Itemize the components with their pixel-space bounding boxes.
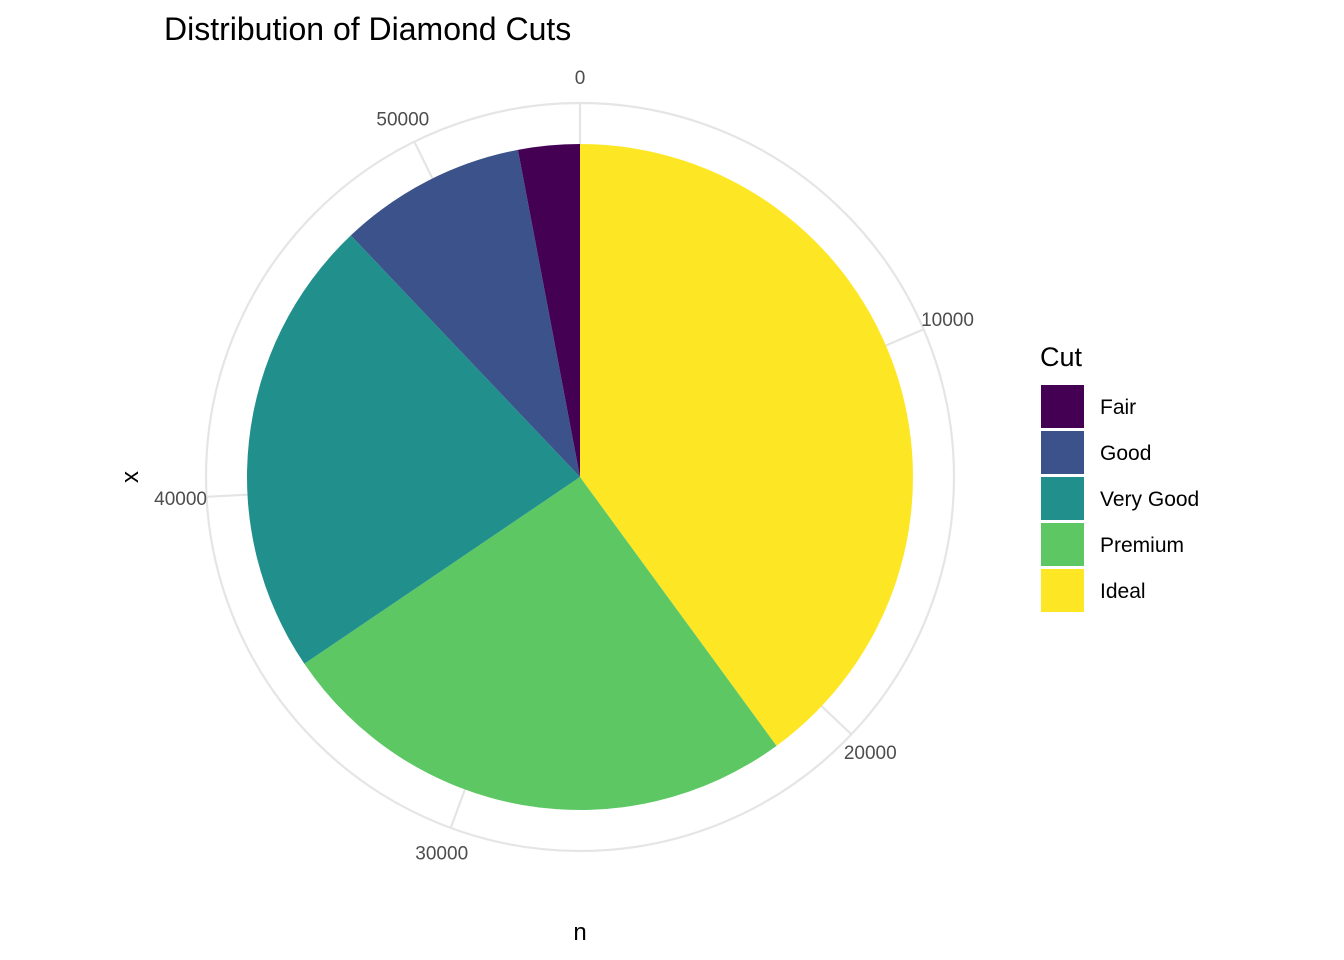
y-axis-title: x (117, 471, 144, 483)
theta-tick-label: 30000 (415, 843, 468, 864)
grid-tick-line (206, 493, 249, 498)
legend-item-premium: Premium (1041, 523, 1184, 566)
grid-tick-line (449, 788, 467, 829)
legend-item-fair: Fair (1041, 385, 1136, 428)
legend: Cut Fair Good Very Good Premium Ideal (1040, 342, 1199, 612)
legend-swatch (1041, 385, 1084, 428)
theta-tick-label: 50000 (376, 109, 429, 130)
theta-tick-labels: 0 10000 20000 30000 40000 50000 (154, 68, 974, 864)
legend-items: Fair Good Very Good Premium Ideal (1041, 385, 1199, 612)
theta-tick-label: 10000 (921, 310, 974, 331)
chart-title: Distribution of Diamond Cuts (164, 11, 571, 47)
grid-tick-line (413, 141, 434, 180)
legend-swatch (1041, 477, 1084, 520)
pie-slice-good (350, 149, 580, 477)
legend-label: Good (1100, 442, 1151, 465)
pie-slice-premium (304, 477, 777, 810)
legend-swatch (1041, 431, 1084, 474)
grid-tick-line (820, 705, 853, 736)
legend-label: Fair (1100, 396, 1136, 419)
polar-grid (204, 101, 956, 853)
pie-slice-very-good (246, 235, 580, 664)
pie-slice-fair (517, 144, 580, 477)
theta-tick-label: 0 (575, 68, 586, 89)
legend-swatch (1041, 523, 1084, 566)
legend-label: Very Good (1100, 488, 1199, 511)
legend-title: Cut (1040, 342, 1083, 372)
pie-slices (246, 144, 914, 810)
pie-slice-ideal (580, 144, 914, 746)
legend-item-very-good: Very Good (1041, 477, 1199, 520)
legend-swatch (1041, 569, 1084, 612)
legend-item-good: Good (1041, 431, 1151, 474)
legend-item-ideal: Ideal (1041, 569, 1146, 612)
theta-tick-label: 20000 (844, 743, 897, 764)
x-axis-title: n (573, 919, 586, 946)
legend-label: Ideal (1100, 580, 1146, 603)
grid-tick-line (885, 328, 925, 347)
theta-tick-label: 40000 (154, 489, 207, 510)
legend-label: Premium (1100, 534, 1184, 557)
